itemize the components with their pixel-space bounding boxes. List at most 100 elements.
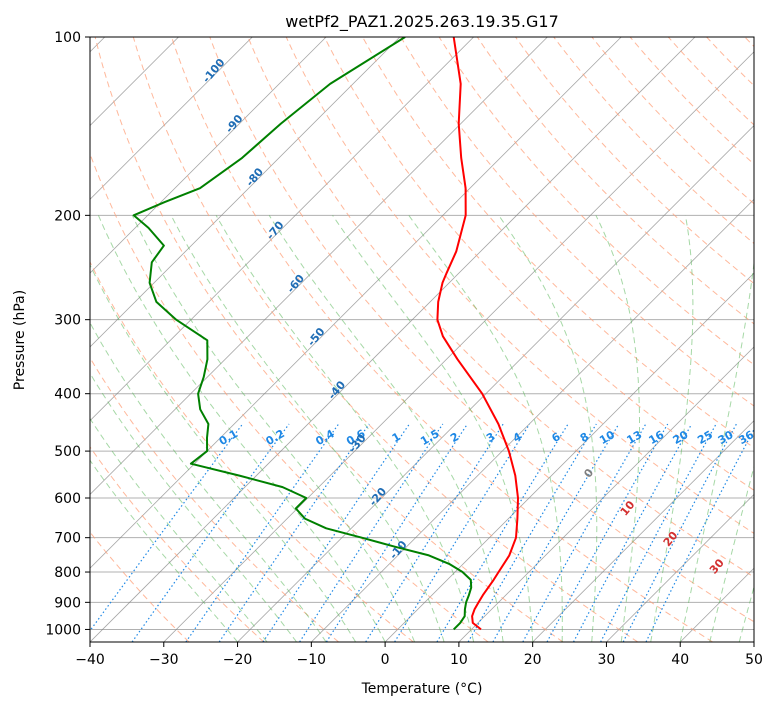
dewpoint-profile [132,37,473,631]
y-tick-label: 300 [54,313,81,329]
moist-adiabat-label: 0 [581,466,596,480]
isotherm-line [90,37,474,422]
mixing-ratio-label: 4 [511,430,524,445]
mixing-ratio-line [492,423,620,642]
moist-adiabat-line [268,215,504,642]
moist-adiabat-line [90,372,297,642]
dry-adiabat-line [90,531,190,642]
mixing-ratio-line [522,423,647,642]
moist-adiabat-line [408,215,563,642]
mixing-ratio-line [299,423,444,642]
moist-adiabat-line [90,417,268,642]
dry-adiabat-label: -90 [223,112,246,136]
x-ticks: −40 −30 −20 −10 0 10 20 30 40 50 [75,642,763,668]
y-tick-label: 400 [54,387,81,403]
x-tick-label: 0 [381,652,390,668]
mixing-ratio-label: 0.1 [217,427,240,448]
x-tick-label: 30 [598,652,616,668]
chart-title: wetPf2_PAZ1.2025.263.19.35.G17 [285,12,559,32]
y-tick-label: 200 [54,208,81,224]
mixing-ratio-label: 25 [695,428,715,447]
isotherm-line [679,567,754,642]
dry-adiabat-line [553,37,754,245]
dry-adiabat-line [362,37,754,449]
isotherm-line [753,641,754,642]
y-tick-label: 100 [54,30,81,46]
moist-adiabat-line [97,215,386,642]
x-tick-label: −40 [75,652,105,668]
sounding-profiles [132,37,519,631]
x-tick-label: 50 [745,652,763,668]
mixing-ratio-line [394,423,531,642]
moist-adiabat-line [650,215,694,642]
mixing-ratio-line [185,423,340,642]
moist-adiabat-label: 10 [618,498,638,518]
mixing-ratio-line [218,423,370,642]
dry-adiabat-label: -50 [305,325,328,349]
x-tick-label: 20 [524,652,542,668]
x-tick-label: −10 [297,652,327,668]
isotherm-line [90,37,548,496]
mixing-ratio-label: 13 [624,428,644,447]
mixing-ratio-label: 0.4 [313,427,337,448]
dry-adiabat-label: -100 [200,56,228,86]
moist-adiabat-line [90,321,327,642]
y-ticks: 1000 900 800 700 600 500 400 300 200 100 [45,30,90,638]
dry-adiabat-line [209,37,754,623]
mixing-ratio-label: 2 [448,430,461,445]
x-tick-label: −30 [149,652,179,668]
moist-adiabat-line [90,459,238,642]
mixing-ratio-line [436,423,569,642]
dry-adiabat-line [90,152,489,642]
isotherm-line [90,37,696,642]
mixing-ratio-line [365,423,504,642]
isotherm-line [90,37,253,200]
dry-adiabat-line [323,37,754,491]
moist-adiabat-line [679,258,754,642]
moist-adiabat-label: 30 [707,556,727,576]
dry-adiabat-line [438,37,754,366]
x-tick-label: 10 [450,652,468,668]
mixing-ratio-line [467,423,597,642]
moist-adiabat-line [595,215,640,642]
dry-adiabat-line [247,37,754,578]
mixing-ratio-line [131,423,290,642]
dry-adiabat-label: -70 [264,218,287,242]
x-tick-label: 40 [671,652,689,668]
moist-adiabat-label: 40 [756,581,775,601]
temperature-profile [436,37,519,631]
dry-adiabat-line [90,356,339,642]
y-tick-label: 700 [54,531,81,547]
isotherm-line [606,493,754,642]
moist-adiabat-line [90,263,357,642]
y-tick-label: 1000 [45,622,81,638]
mixing-ratio-line [546,423,669,642]
y-tick-label: 600 [54,491,81,507]
x-axis-label: Temperature (°C) [361,681,483,697]
dry-adiabat-label: -60 [284,272,307,296]
mixing-ratio-label: 1 [390,430,403,445]
dry-adiabat-line [744,37,754,48]
mixing-ratio-line [262,423,410,642]
mixing-ratio-label: 0.2 [263,427,286,448]
mixing-ratio-label: 30 [716,428,736,447]
y-tick-label: 900 [54,595,81,611]
isotherm-line [311,198,754,642]
mixing-ratio-line [572,423,693,642]
dry-adiabat-line [629,37,754,165]
mixing-ratio-label: 10 [597,428,617,447]
dry-adiabat-line [400,37,754,407]
isotherm-line [458,346,754,642]
isotherm-line [384,272,754,642]
dry-adiabat-line [667,37,754,126]
moist-adiabat-line [215,215,475,642]
dry-adiabat-label: -20 [366,485,389,509]
isotherm-line [237,124,754,642]
moist-adiabat-line [498,215,598,642]
mixing-ratio-line [645,428,754,642]
isotherm-line [90,37,401,348]
y-axis-label: Pressure (hPa) [12,290,28,390]
dry-adiabat-line [132,37,639,642]
dry-adiabat-line [515,37,754,285]
x-tick-label: −20 [223,652,253,668]
